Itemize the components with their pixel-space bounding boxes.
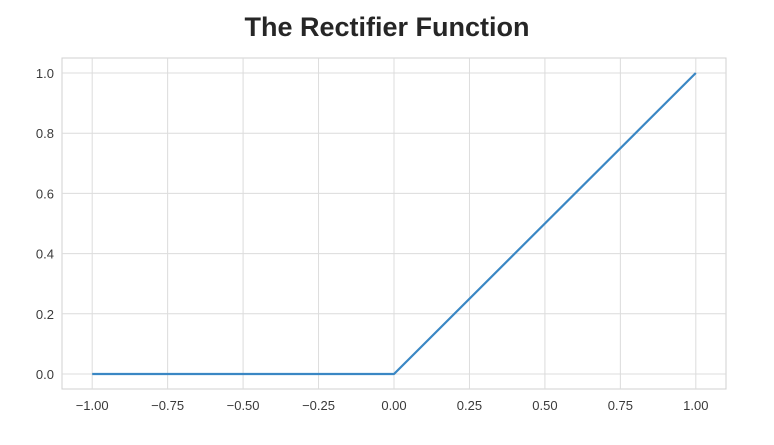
chart-title: The Rectifier Function: [244, 12, 530, 42]
y-tick-label: 0.0: [36, 367, 54, 382]
x-tick-label: −0.75: [151, 398, 184, 413]
x-tick-label: 0.25: [457, 398, 482, 413]
y-tick-label: 0.4: [36, 247, 54, 262]
y-tick-label: 0.2: [36, 307, 54, 322]
x-tick-label: −1.00: [76, 398, 109, 413]
x-tick-label: −0.50: [227, 398, 260, 413]
y-tick-label: 1.0: [36, 66, 54, 81]
x-tick-label: −0.25: [302, 398, 335, 413]
x-tick-label: 0.50: [532, 398, 557, 413]
series-lines: [92, 72, 697, 376]
x-tick-label: 0.75: [608, 398, 633, 413]
y-tick-label: 0.6: [36, 186, 54, 201]
y-axis-ticks: 0.0 0.2 0.4 0.6 0.8 1.0: [36, 66, 54, 382]
x-tick-label: 0.00: [381, 398, 406, 413]
x-tick-label: 1.00: [683, 398, 708, 413]
x-axis-ticks: −1.00 −0.75 −0.50 −0.25 0.00 0.25 0.50 0.75 1.00: [76, 398, 709, 413]
series-line: [92, 72, 697, 376]
y-tick-label: 0.8: [36, 126, 54, 141]
